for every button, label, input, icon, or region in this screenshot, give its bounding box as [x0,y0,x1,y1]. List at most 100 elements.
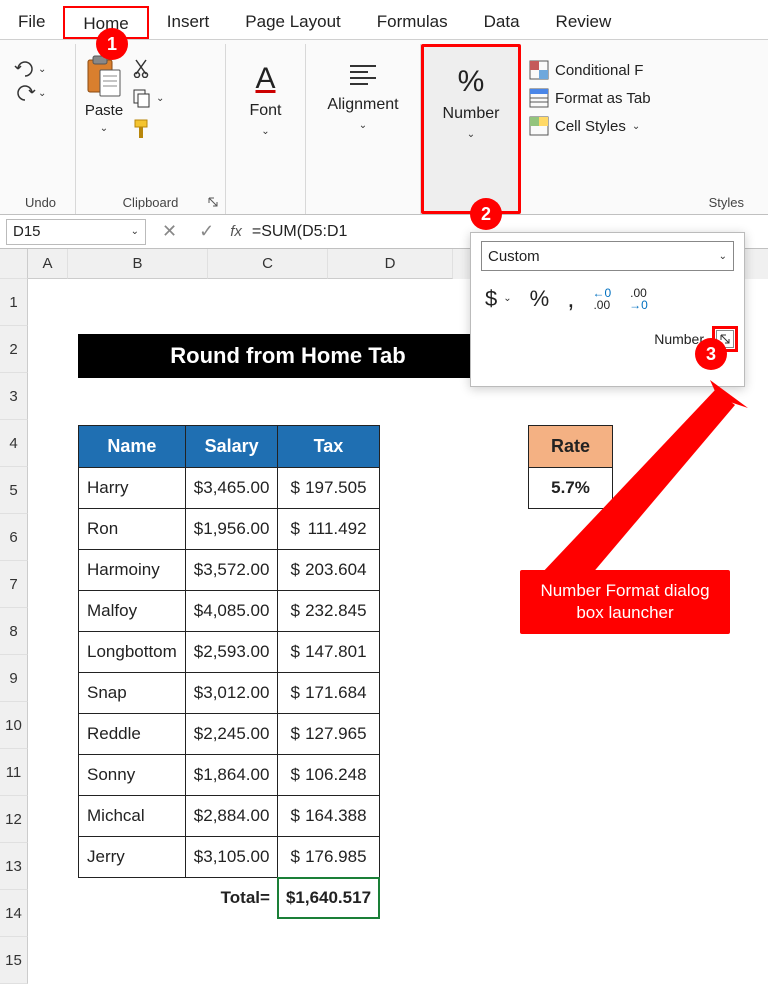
tab-formulas[interactable]: Formulas [359,6,466,39]
accounting-format-button[interactable]: $⌄ [485,286,512,312]
table-row[interactable]: Michcal$2,884.00$164.388 [79,796,380,837]
undo-button[interactable]: ⌄ [14,60,46,78]
clipboard-dialog-launcher[interactable] [207,196,221,210]
redo-icon [14,84,36,102]
cell-salary[interactable]: $4,085.00 [185,591,278,632]
row-header[interactable]: 9 [0,655,28,702]
cell-styles-button[interactable]: Cell Styles ⌄ [529,116,651,136]
cell-salary[interactable]: $1,864.00 [185,755,278,796]
table-row[interactable]: Jerry$3,105.00$176.985 [79,837,380,878]
row-header[interactable]: 8 [0,608,28,655]
name-box[interactable]: D15 ⌄ [6,219,146,245]
cell-name[interactable]: Malfoy [79,591,186,632]
cell-name[interactable]: Sonny [79,755,186,796]
number-dropdown[interactable]: % Number ⌄ [429,57,514,148]
column-header[interactable]: D [328,249,453,279]
cell-tax[interactable]: $176.985 [278,837,379,878]
row-header[interactable]: 14 [0,890,28,937]
paste-icon [84,54,124,98]
column-header[interactable]: A [28,249,68,279]
cell-name[interactable]: Jerry [79,837,186,878]
table-row[interactable]: Reddle$2,245.00$127.965 [79,714,380,755]
cell-salary[interactable]: $3,105.00 [185,837,278,878]
accept-formula-button[interactable]: ✓ [193,221,220,242]
row-header[interactable]: 7 [0,561,28,608]
group-undo: ⌄ ⌄ Undo [6,44,76,214]
cell-name[interactable]: Harmoiny [79,550,186,591]
font-dropdown[interactable]: A Font ⌄ [235,54,295,145]
tab-insert[interactable]: Insert [149,6,228,39]
comma-format-button[interactable]: , [567,283,574,314]
cell-name[interactable]: Harry [79,468,186,509]
table-row[interactable]: Ron$1,956.00$111.492 [79,509,380,550]
cell-tax[interactable]: $232.845 [278,591,379,632]
select-all-corner[interactable] [0,249,28,279]
column-header[interactable]: C [208,249,328,279]
copy-button[interactable]: ⌄ [132,88,164,108]
row-header[interactable]: 6 [0,514,28,561]
conditional-formatting-button[interactable]: Conditional F [529,60,651,80]
tab-data[interactable]: Data [466,6,538,39]
cell-salary[interactable]: $3,465.00 [185,468,278,509]
row-header[interactable]: 2 [0,326,28,373]
table-row[interactable]: Malfoy$4,085.00$232.845 [79,591,380,632]
total-value-cell[interactable]: $1,640.517 [278,878,379,919]
paste-button[interactable]: Paste ⌄ [84,54,124,134]
cell-tax[interactable]: $164.388 [278,796,379,837]
row-header[interactable]: 3 [0,373,28,420]
cell-salary[interactable]: $3,012.00 [185,673,278,714]
cell-salary[interactable]: $2,593.00 [185,632,278,673]
table-row[interactable]: Harmoiny$3,572.00$203.604 [79,550,380,591]
callout-badge-1: 1 [96,28,128,60]
cell-tax[interactable]: $197.505 [278,468,379,509]
copy-icon [132,88,152,108]
row-header[interactable]: 15 [0,937,28,984]
row-header[interactable]: 10 [0,702,28,749]
cell-tax[interactable]: $203.604 [278,550,379,591]
format-painter-button[interactable] [132,118,164,140]
cell-tax[interactable]: $171.684 [278,673,379,714]
cell-salary[interactable]: $1,956.00 [185,509,278,550]
decrease-decimal-button[interactable]: .00→0 [629,287,648,311]
cell-tax[interactable]: $147.801 [278,632,379,673]
table-row[interactable]: Longbottom$2,593.00$147.801 [79,632,380,673]
row-header[interactable]: 4 [0,420,28,467]
tab-page-layout[interactable]: Page Layout [227,6,358,39]
cell-tax[interactable]: $127.965 [278,714,379,755]
cell-name[interactable]: Reddle [79,714,186,755]
number-format-select[interactable]: Custom ⌄ [481,241,734,271]
cell-name[interactable]: Snap [79,673,186,714]
cell-tax[interactable]: $111.492 [278,509,379,550]
table-row[interactable]: Sonny$1,864.00$106.248 [79,755,380,796]
percent-icon: % [530,286,550,312]
percent-format-button[interactable]: % [530,286,550,312]
cut-button[interactable] [132,58,164,78]
cell-tax[interactable]: $106.248 [278,755,379,796]
cancel-formula-button[interactable]: ✕ [156,221,183,242]
format-as-table-icon [529,88,549,108]
column-header[interactable]: B [68,249,208,279]
cell-name[interactable]: Michcal [79,796,186,837]
row-header[interactable]: 13 [0,843,28,890]
row-header[interactable]: 1 [0,279,28,326]
cell-salary[interactable]: $2,884.00 [185,796,278,837]
tab-file[interactable]: File [0,6,63,39]
redo-button[interactable]: ⌄ [14,84,46,102]
table-row[interactable]: Harry$3,465.00$197.505 [79,468,380,509]
format-as-table-button[interactable]: Format as Tab [529,88,651,108]
cell-salary[interactable]: $2,245.00 [185,714,278,755]
row-header[interactable]: 11 [0,749,28,796]
table-row[interactable]: Snap$3,012.00$171.684 [79,673,380,714]
row-header[interactable]: 5 [0,467,28,514]
cell-name[interactable]: Ron [79,509,186,550]
cut-icon [132,58,152,78]
cell-name[interactable]: Longbottom [79,632,186,673]
tab-review[interactable]: Review [538,6,630,39]
formula-input[interactable]: =SUM(D5:D1 [252,223,348,241]
row-header[interactable]: 12 [0,796,28,843]
cell-salary[interactable]: $3,572.00 [185,550,278,591]
increase-decimal-button[interactable]: ←0.00 [592,287,611,311]
alignment-dropdown[interactable]: Alignment ⌄ [313,54,412,139]
dollar-icon: $ [485,286,497,312]
fx-icon[interactable]: fx [230,223,242,240]
